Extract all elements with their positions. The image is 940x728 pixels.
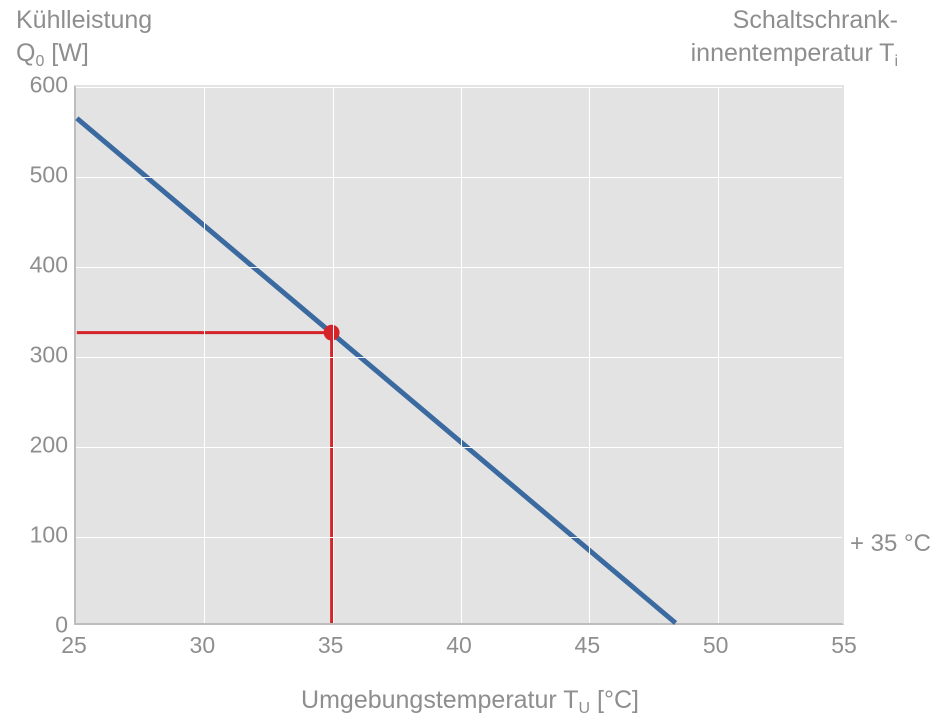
gridline-vertical (204, 87, 205, 623)
y-tick-label: 600 (8, 72, 68, 99)
x-tick-label: 35 (318, 632, 344, 659)
header-y-axis-title: Kühlleistung Q0 [W] (16, 4, 152, 69)
x-tick-label: 55 (831, 632, 857, 659)
header-right-title: Schaltschrank- innentemperatur Ti (691, 4, 898, 69)
chart-svg (76, 87, 842, 623)
x-tick-label: 50 (703, 632, 729, 659)
gridline-horizontal (76, 87, 842, 88)
gridline-horizontal (76, 177, 842, 178)
x-tick-label: 30 (190, 632, 216, 659)
right-title-line2: innentemperatur Ti (691, 37, 898, 70)
gridline-horizontal (76, 267, 842, 268)
y-tick-label: 400 (8, 252, 68, 279)
y-axis-title-line2: Q0 [W] (16, 37, 152, 70)
x-axis-title: Umgebungstemperatur TU [°C] (0, 686, 940, 715)
gridline-vertical (333, 87, 334, 623)
series-label: + 35 °C (850, 530, 931, 558)
y-tick-label: 500 (8, 162, 68, 189)
gridline-vertical (589, 87, 590, 623)
y-tick-label: 200 (8, 432, 68, 459)
x-tick-label: 45 (575, 632, 601, 659)
chart-plot-area (74, 85, 844, 625)
y-tick-label: 0 (8, 612, 68, 639)
x-tick-label: 40 (446, 632, 472, 659)
gridline-vertical (461, 87, 462, 623)
y-tick-label: 300 (8, 342, 68, 369)
gridline-horizontal (76, 447, 842, 448)
marker-dot (324, 325, 340, 341)
gridline-horizontal (76, 537, 842, 538)
gridline-vertical (718, 87, 719, 623)
gridline-horizontal (76, 357, 842, 358)
gridline-vertical (846, 87, 847, 623)
x-tick-label: 25 (61, 632, 87, 659)
y-axis-title-line1: Kühlleistung (16, 4, 152, 37)
y-tick-label: 100 (8, 522, 68, 549)
right-title-line1: Schaltschrank- (691, 4, 898, 37)
series-line (77, 118, 676, 623)
